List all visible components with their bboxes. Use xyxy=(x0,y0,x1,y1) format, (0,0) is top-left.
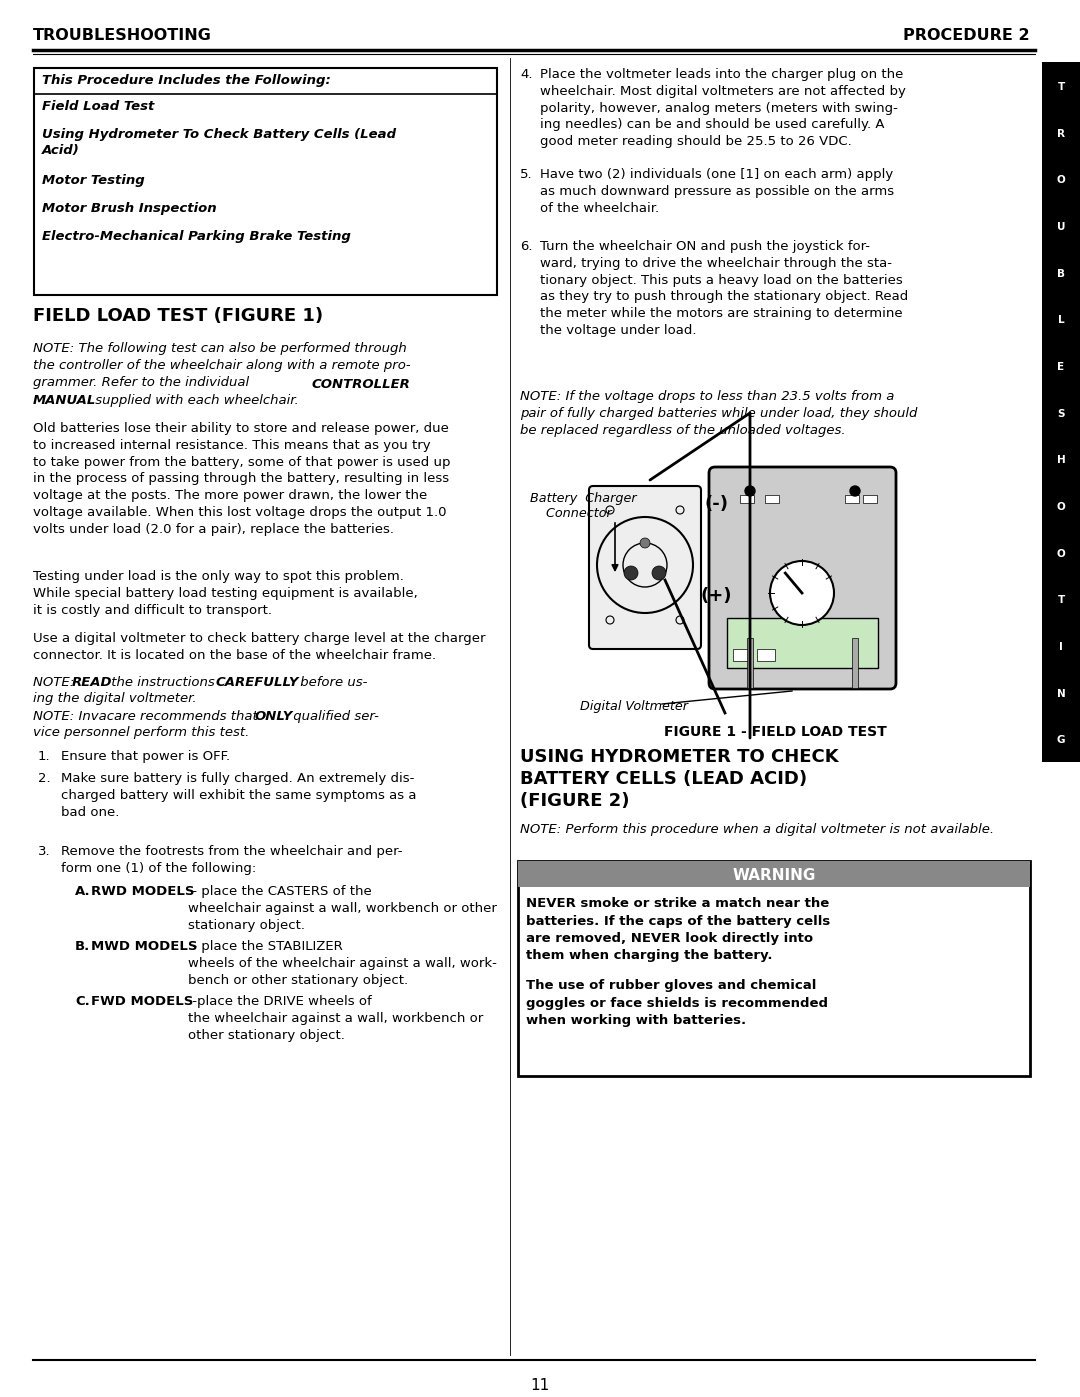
Bar xyxy=(727,617,878,668)
Text: - place the STABILIZER
wheels of the wheelchair against a wall, work-
bench or o: - place the STABILIZER wheels of the whe… xyxy=(188,940,497,986)
Text: before us-: before us- xyxy=(296,676,367,689)
Text: (-): (-) xyxy=(705,495,729,513)
Text: T: T xyxy=(1057,82,1065,92)
Text: NOTE: Perform this procedure when a digital voltmeter is not available.: NOTE: Perform this procedure when a digi… xyxy=(519,823,994,835)
Text: Field Load Test: Field Load Test xyxy=(42,101,154,113)
Text: This Procedure Includes the Following:: This Procedure Includes the Following: xyxy=(42,74,330,87)
FancyBboxPatch shape xyxy=(708,467,896,689)
Text: NOTE: If the voltage drops to less than 23.5 volts from a
pair of fully charged : NOTE: If the voltage drops to less than … xyxy=(519,390,917,437)
Circle shape xyxy=(850,486,860,496)
Text: -place the DRIVE wheels of
the wheelchair against a wall, workbench or
other sta: -place the DRIVE wheels of the wheelchai… xyxy=(188,995,483,1042)
Text: 4.: 4. xyxy=(519,68,532,81)
Text: Turn the wheelchair ON and push the joystick for-
ward, trying to drive the whee: Turn the wheelchair ON and push the joys… xyxy=(540,240,908,337)
Text: FIGURE 1 - FIELD LOAD TEST: FIGURE 1 - FIELD LOAD TEST xyxy=(663,725,887,739)
Text: Use a digital voltmeter to check battery charge level at the charger
connector. : Use a digital voltmeter to check battery… xyxy=(33,631,486,662)
Text: USING HYDROMETER TO CHECK: USING HYDROMETER TO CHECK xyxy=(519,747,839,766)
Text: Digital Voltmeter: Digital Voltmeter xyxy=(580,700,688,712)
Circle shape xyxy=(745,486,755,496)
Text: TROUBLESHOOTING: TROUBLESHOOTING xyxy=(33,28,212,43)
Text: MWD MODELS: MWD MODELS xyxy=(91,940,198,953)
Text: the instructions: the instructions xyxy=(107,676,219,689)
Text: RWD MODELS: RWD MODELS xyxy=(91,886,194,898)
Bar xyxy=(1042,61,1080,761)
Circle shape xyxy=(770,562,834,624)
Text: Make sure battery is fully charged. An extremely dis-
charged battery will exhib: Make sure battery is fully charged. An e… xyxy=(60,773,417,819)
Text: N: N xyxy=(1056,689,1065,698)
Text: O: O xyxy=(1056,549,1065,559)
Text: (+): (+) xyxy=(700,587,731,605)
Text: Old batteries lose their ability to store and release power, due
to increased in: Old batteries lose their ability to stor… xyxy=(33,422,450,536)
Bar xyxy=(740,495,754,503)
Text: PROCEDURE 2: PROCEDURE 2 xyxy=(903,28,1030,43)
Bar xyxy=(518,861,1030,887)
Text: The use of rubber gloves and chemical
goggles or face shields is recommended
whe: The use of rubber gloves and chemical go… xyxy=(526,979,828,1027)
Bar xyxy=(852,638,858,687)
Text: BATTERY CELLS (LEAD ACID): BATTERY CELLS (LEAD ACID) xyxy=(519,770,807,788)
Text: B: B xyxy=(1057,268,1065,278)
Text: - place the CASTERS of the
wheelchair against a wall, workbench or other
station: - place the CASTERS of the wheelchair ag… xyxy=(188,886,497,932)
Text: Battery  Charger
    Connector: Battery Charger Connector xyxy=(530,492,636,520)
Text: Ensure that power is OFF.: Ensure that power is OFF. xyxy=(60,750,230,763)
Bar xyxy=(33,68,497,295)
Bar xyxy=(747,638,753,687)
Text: T: T xyxy=(1057,595,1065,605)
Text: C.: C. xyxy=(75,995,90,1009)
Text: 2.: 2. xyxy=(38,773,51,785)
Text: CONTROLLER: CONTROLLER xyxy=(312,379,410,391)
FancyBboxPatch shape xyxy=(589,486,701,650)
Text: Place the voltmeter leads into the charger plug on the
wheelchair. Most digital : Place the voltmeter leads into the charg… xyxy=(540,68,906,148)
Text: CAREFULLY: CAREFULLY xyxy=(216,676,299,689)
Text: 5.: 5. xyxy=(519,168,532,182)
Circle shape xyxy=(652,566,666,580)
Text: Acid): Acid) xyxy=(42,144,80,156)
Text: O: O xyxy=(1056,502,1065,511)
Bar xyxy=(518,861,1030,1076)
Text: FWD MODELS: FWD MODELS xyxy=(91,995,193,1009)
Text: Testing under load is the only way to spot this problem.
While special battery l: Testing under load is the only way to sp… xyxy=(33,570,418,616)
Text: ing the digital voltmeter.: ing the digital voltmeter. xyxy=(33,692,197,705)
Text: R: R xyxy=(1057,129,1065,138)
Text: B.: B. xyxy=(75,940,91,953)
Text: NOTE: The following test can also be performed through
the controller of the whe: NOTE: The following test can also be per… xyxy=(33,342,410,388)
Bar xyxy=(863,495,877,503)
Text: 1.: 1. xyxy=(38,750,51,763)
Text: (FIGURE 2): (FIGURE 2) xyxy=(519,792,630,810)
Text: A.: A. xyxy=(75,886,91,898)
Text: H: H xyxy=(1056,455,1065,465)
Text: E: E xyxy=(1057,362,1065,372)
Text: Using Hydrometer To Check Battery Cells (Lead: Using Hydrometer To Check Battery Cells … xyxy=(42,129,396,141)
Text: U: U xyxy=(1056,222,1065,232)
Text: NOTE:: NOTE: xyxy=(33,676,79,689)
Text: 6.: 6. xyxy=(519,240,532,253)
Text: qualified ser-: qualified ser- xyxy=(289,710,379,724)
Text: READ: READ xyxy=(72,676,112,689)
Text: Remove the footrests from the wheelchair and per-
form one (1) of the following:: Remove the footrests from the wheelchair… xyxy=(60,845,403,875)
Text: Motor Testing: Motor Testing xyxy=(42,175,145,187)
Text: 3.: 3. xyxy=(38,845,51,858)
Bar xyxy=(845,495,859,503)
Bar xyxy=(733,650,751,661)
Text: MANUAL: MANUAL xyxy=(33,394,96,407)
Text: I: I xyxy=(1059,643,1063,652)
Text: G: G xyxy=(1056,735,1065,746)
Text: Motor Brush Inspection: Motor Brush Inspection xyxy=(42,203,217,215)
Text: NEVER smoke or strike a match near the
batteries. If the caps of the battery cel: NEVER smoke or strike a match near the b… xyxy=(526,897,831,963)
Text: WARNING: WARNING xyxy=(732,868,815,883)
Bar xyxy=(757,650,775,661)
Text: L: L xyxy=(1057,316,1064,326)
Circle shape xyxy=(640,538,650,548)
Text: O: O xyxy=(1056,176,1065,186)
Text: Electro-Mechanical Parking Brake Testing: Electro-Mechanical Parking Brake Testing xyxy=(42,231,351,243)
Bar xyxy=(765,495,779,503)
Circle shape xyxy=(624,566,638,580)
Text: Have two (2) individuals (one [1] on each arm) apply
as much downward pressure a: Have two (2) individuals (one [1] on eac… xyxy=(540,168,894,215)
Text: FIELD LOAD TEST (FIGURE 1): FIELD LOAD TEST (FIGURE 1) xyxy=(33,307,323,326)
Text: NOTE: Invacare recommends that: NOTE: Invacare recommends that xyxy=(33,710,262,724)
Text: supplied with each wheelchair.: supplied with each wheelchair. xyxy=(91,394,299,407)
Text: vice personnel perform this test.: vice personnel perform this test. xyxy=(33,726,249,739)
Text: ONLY: ONLY xyxy=(255,710,294,724)
Text: 11: 11 xyxy=(530,1377,550,1393)
Text: S: S xyxy=(1057,409,1065,419)
